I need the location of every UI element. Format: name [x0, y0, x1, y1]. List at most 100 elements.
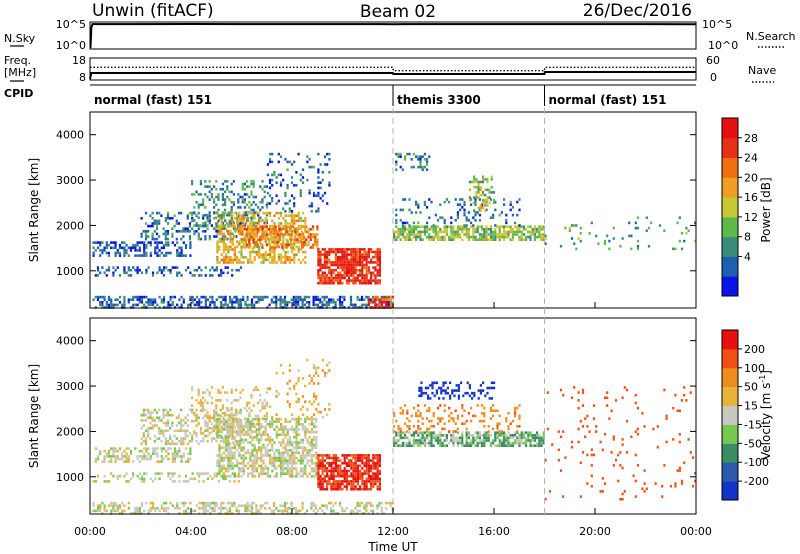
data-cell: [289, 241, 293, 244]
data-cell: [241, 213, 244, 217]
data-cell: [202, 416, 205, 420]
data-cell: [358, 504, 361, 507]
data-cell: [354, 477, 357, 481]
data-cell: [533, 230, 536, 234]
data-cell: [463, 208, 466, 212]
data-cell: [271, 258, 274, 262]
data-cell: [222, 261, 225, 264]
data-cell: [151, 232, 154, 236]
data-cell: [231, 472, 234, 475]
data-cell: [332, 509, 335, 513]
data-cell: [228, 416, 231, 420]
data-cell: [361, 274, 364, 277]
data-cell: [330, 467, 333, 470]
data-cell: [338, 504, 342, 507]
data-cell: [328, 361, 331, 364]
data-cell: [276, 230, 279, 234]
data-cell: [456, 216, 459, 219]
data-cell: [217, 198, 220, 201]
data-cell: [288, 379, 291, 383]
data-cell: [232, 419, 235, 423]
data-cell: [284, 451, 287, 455]
data-cell: [193, 412, 196, 415]
data-cell: [479, 206, 482, 210]
data-cell: [189, 452, 192, 456]
data-cell: [261, 401, 264, 405]
cpid-row: CPID normal (fast) 151 themis 3300 normal …: [4, 84, 696, 107]
data-cell: [266, 202, 269, 205]
data-cell: [372, 298, 375, 301]
data-cell: [195, 419, 198, 422]
data-cell: [191, 182, 194, 186]
data-cell: [262, 459, 265, 462]
data-cell: [158, 437, 161, 440]
data-cell: [492, 230, 495, 234]
data-cell: [317, 191, 320, 195]
data-cell: [321, 480, 324, 483]
data-cell: [277, 245, 280, 249]
data-cell: [341, 507, 344, 510]
data-cell: [494, 230, 497, 234]
data-cell: [145, 251, 148, 255]
data-cell: [297, 258, 300, 262]
data-cell: [275, 301, 278, 304]
data-cell: [327, 303, 331, 307]
data-cell: [202, 295, 205, 299]
data-cell: [378, 501, 381, 505]
data-cell: [483, 444, 486, 447]
data-cell: [136, 241, 139, 244]
data-cell: [222, 256, 225, 259]
data-cell: [210, 187, 213, 191]
data-cell: [252, 235, 255, 239]
data-cell: [103, 507, 106, 510]
data-cell: [401, 441, 404, 445]
data-cell: [188, 222, 192, 225]
data-cell: [319, 255, 322, 259]
data-cell: [419, 160, 422, 164]
data-cell: [160, 241, 163, 244]
data-cell: [343, 295, 346, 299]
data-cell: [316, 225, 319, 228]
data-cell: [332, 487, 335, 491]
data-cell: [423, 203, 426, 206]
data-cell: [252, 180, 255, 183]
data-cell: [492, 441, 495, 445]
data-cell: [240, 454, 243, 457]
data-cell: [315, 371, 318, 375]
figure-title: Unwin (fitACF): [92, 1, 214, 21]
data-cell: [231, 268, 234, 272]
data-cell: [481, 225, 484, 228]
data-cell: [313, 436, 316, 439]
data-cell: [326, 274, 329, 277]
data-cell: [224, 266, 227, 269]
data-cell: [518, 235, 521, 239]
data-cell: [147, 298, 150, 301]
data-cell: [484, 204, 487, 207]
data-cell: [312, 191, 316, 195]
data-cell: [164, 442, 167, 446]
data-cell: [155, 227, 159, 230]
data-cell: [123, 249, 126, 252]
data-cell: [370, 482, 373, 486]
data-cell: [365, 276, 368, 280]
data-cell: [297, 459, 300, 462]
data-cell: [288, 258, 291, 262]
data-cell: [121, 452, 124, 456]
data-cell: [301, 507, 304, 510]
data-cell: [255, 451, 258, 455]
data-cell: [262, 237, 265, 241]
data-cell: [293, 184, 296, 187]
data-cell: [321, 464, 324, 468]
data-cell: [282, 217, 285, 220]
data-cell: [370, 271, 373, 275]
data-cell: [341, 248, 344, 251]
data-cell: [162, 243, 166, 247]
data-cell: [401, 431, 404, 434]
data-cell: [299, 456, 302, 460]
data-cell: [428, 434, 431, 437]
data-cell: [187, 457, 190, 461]
data-cell: [401, 233, 404, 236]
data-cell: [280, 441, 283, 444]
data-cell: [372, 266, 375, 269]
data-cell: [121, 246, 124, 250]
